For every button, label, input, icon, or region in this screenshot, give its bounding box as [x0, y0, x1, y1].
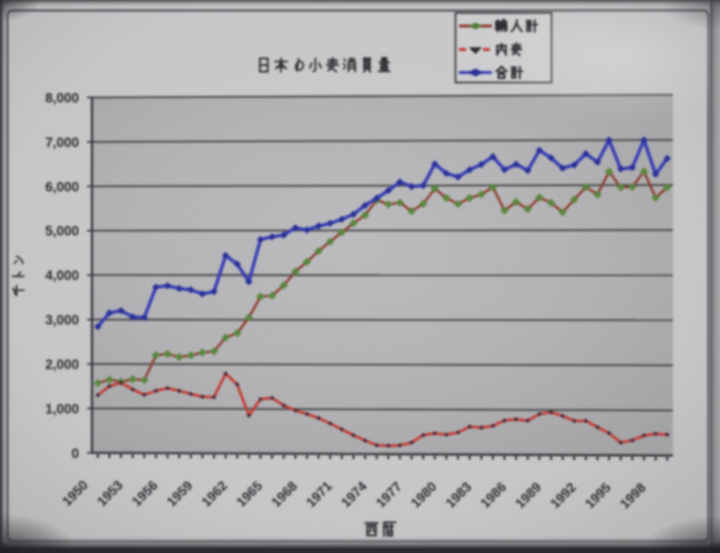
svg-text:1956: 1956 [129, 478, 161, 510]
svg-text:1950: 1950 [59, 477, 91, 509]
svg-text:1989: 1989 [512, 479, 544, 511]
svg-text:1986: 1986 [478, 479, 510, 511]
svg-text:1959: 1959 [164, 478, 196, 510]
svg-text:1965: 1965 [234, 478, 266, 510]
svg-text:1992: 1992 [547, 480, 579, 512]
svg-text:7,000: 7,000 [45, 135, 79, 150]
svg-text:1977: 1977 [373, 479, 405, 511]
svg-text:1974: 1974 [338, 478, 370, 510]
svg-text:1953: 1953 [94, 478, 126, 510]
svg-text:1962: 1962 [199, 478, 231, 510]
svg-text:1,000: 1,000 [45, 401, 79, 416]
svg-text:1971: 1971 [303, 478, 335, 510]
svg-text:2,000: 2,000 [45, 357, 79, 372]
svg-text:1968: 1968 [268, 478, 300, 510]
svg-text:8,000: 8,000 [45, 91, 79, 106]
svg-text:1983: 1983 [443, 479, 475, 511]
svg-text:5,000: 5,000 [45, 224, 79, 239]
svg-text:6,000: 6,000 [45, 179, 79, 194]
svg-text:1995: 1995 [582, 479, 614, 511]
svg-text:3,000: 3,000 [45, 313, 79, 328]
svg-text:4,000: 4,000 [45, 268, 79, 283]
svg-text:0: 0 [71, 446, 79, 461]
svg-text:1980: 1980 [408, 479, 440, 511]
svg-text:1998: 1998 [617, 480, 649, 512]
